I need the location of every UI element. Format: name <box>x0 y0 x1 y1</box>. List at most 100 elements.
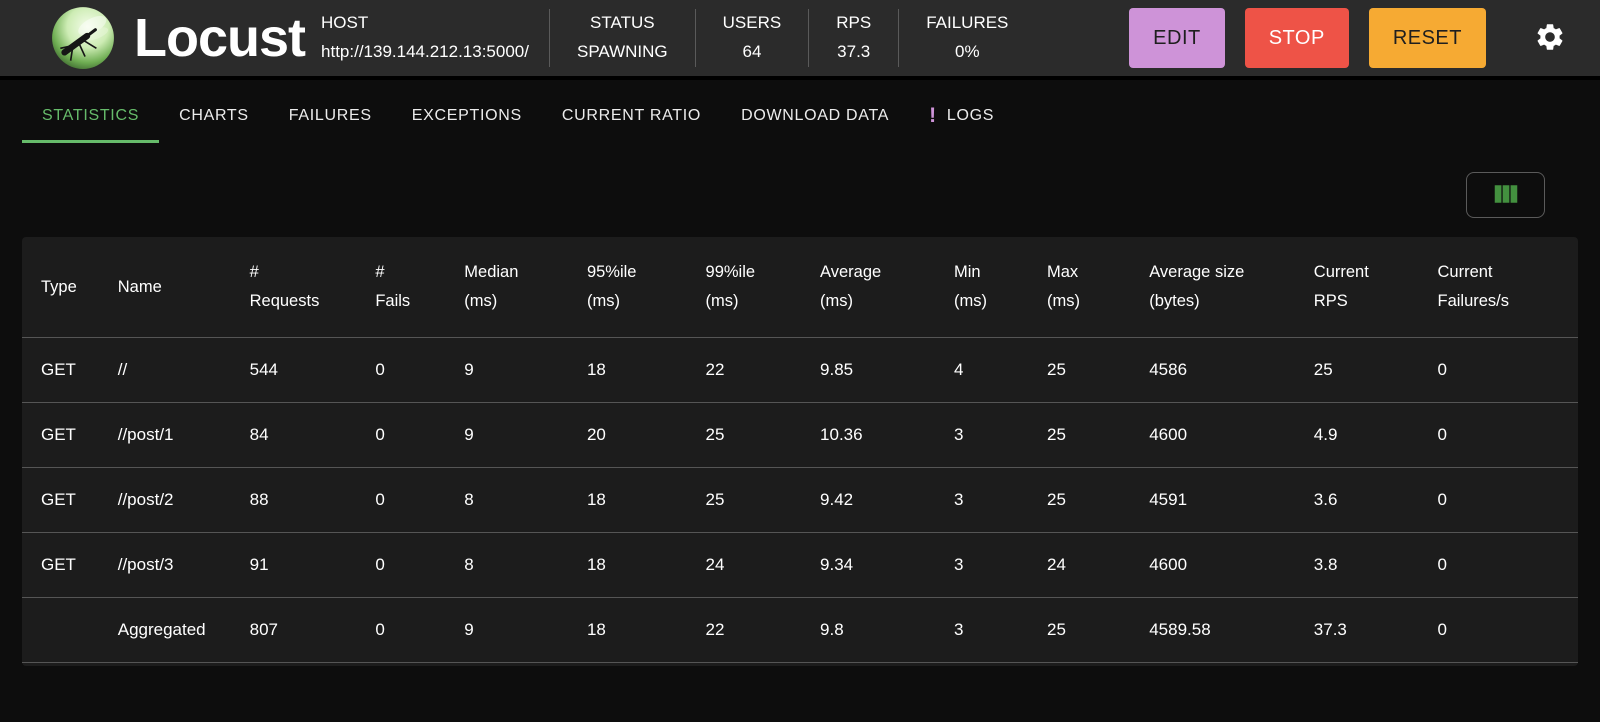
stop-button[interactable]: STOP <box>1244 8 1349 68</box>
table-cell: 0 <box>1421 402 1578 468</box>
tab-label: EXCEPTIONS <box>411 106 522 124</box>
tab-statistics[interactable]: STATISTICS <box>22 90 160 143</box>
aggregated-cell: 37.3 <box>1297 597 1422 663</box>
column-header-95-ile[interactable]: 95%ile (ms) <box>586 263 637 310</box>
aggregated-cell: 3 <box>937 597 1031 663</box>
table-cell: 0 <box>1421 467 1578 533</box>
table-cell: 544 <box>233 337 360 403</box>
tab-bar: STATISTICS CHARTS FAILURES EXCEPTIONS CURREN… <box>0 90 1600 143</box>
table-toolbar <box>0 172 1600 218</box>
reset-button[interactable]: RESET <box>1368 8 1486 68</box>
table-cell: 3.8 <box>1297 532 1422 598</box>
table-cell: 84 <box>233 402 360 468</box>
tab-charts[interactable]: CHARTS <box>159 90 269 143</box>
aggregated-cell: Aggregated <box>101 597 234 663</box>
stat-label: STATUS <box>590 12 655 32</box>
table-cell: 25 <box>689 467 805 533</box>
table-cell: 0 <box>359 402 449 468</box>
table-cell: 0 <box>359 532 449 598</box>
column-header-average[interactable]: Average (ms) <box>820 263 882 310</box>
column-header-99-ile[interactable]: 99%ile (ms) <box>705 263 756 310</box>
stat-label: RPS <box>836 12 872 32</box>
column-header-min[interactable]: Min (ms) <box>953 263 987 310</box>
table-cell: 9 <box>448 337 571 403</box>
table-cell: 25 <box>689 402 805 468</box>
aggregated-cell <box>22 597 102 663</box>
column-header-median[interactable]: Median (ms) <box>464 263 519 310</box>
table-row: GET//post/3 91 0 8 18 24 9.34 3 24 4600 3.8 0 <box>22 532 1578 598</box>
aggregated-cell: 4589.58 <box>1133 597 1298 663</box>
table-cell: GET <box>22 467 102 533</box>
table-cell: //post/2 <box>101 467 234 533</box>
tab-current-ratio[interactable]: CURRENT RATIO <box>542 90 721 143</box>
table-cell: 4 <box>937 337 1031 403</box>
tab-label: LOGS <box>946 106 995 124</box>
table-cell: GET <box>22 532 102 598</box>
table-cell: 9.34 <box>804 532 938 598</box>
stat-users: USERS 64 <box>696 13 809 63</box>
aggregated-cell: 9.8 <box>804 597 938 663</box>
column-header-current[interactable]: Current RPS <box>1313 263 1369 310</box>
stat-value: 0% <box>955 42 980 62</box>
table-cell: 18 <box>570 337 690 403</box>
aggregated-row: Aggregated 807 0 9 18 22 9.8 3 25 4589.58 37.3 0 <box>22 597 1578 663</box>
tab-exceptions[interactable]: EXCEPTIONS <box>392 90 542 143</box>
table-cell: 8 <box>448 532 571 598</box>
table-cell: 0 <box>359 337 449 403</box>
locust-logo-icon <box>50 5 116 71</box>
stat-value: SPAWNING <box>576 42 668 62</box>
table-header-row: Type Name # Requests # Fails Median (ms) 95%ile(… <box>22 237 1578 338</box>
column-header--[interactable]: # Requests <box>249 263 320 310</box>
header-divider <box>898 9 900 67</box>
aggregated-cell: 25 <box>1030 597 1134 663</box>
table-cell: 9.85 <box>804 337 938 403</box>
table-cell: 18 <box>570 467 690 533</box>
table-cell: 0 <box>1421 532 1578 598</box>
column-header-type[interactable]: Type <box>41 277 77 296</box>
table-row: GET//post/1 84 0 9 20 25 10.36 3 25 4600 4.9 0 <box>22 402 1578 468</box>
table-cell: 24 <box>689 532 805 598</box>
table-cell: //post/3 <box>101 532 234 598</box>
table-cell: 4591 <box>1133 467 1298 533</box>
column-header--[interactable]: # Fails <box>375 263 411 310</box>
tab-logs[interactable]: ! LOGS <box>909 90 1014 143</box>
edit-button[interactable]: EDIT <box>1129 8 1225 68</box>
table-cell: // <box>101 337 234 403</box>
aggregated-cell: 18 <box>570 597 690 663</box>
statistics-table-card: Type Name # Requests # Fails Median (ms) 95%ile(… <box>22 237 1578 666</box>
table-cell: 20 <box>570 402 690 468</box>
tab-label: FAILURES <box>288 106 372 124</box>
column-selector-button[interactable] <box>1466 172 1545 218</box>
column-header-average-size[interactable]: Average size (bytes) <box>1149 263 1245 310</box>
app-title: Locust <box>134 8 306 68</box>
column-header-name[interactable]: Name <box>117 277 162 296</box>
settings-button[interactable] <box>1534 21 1566 56</box>
header-buttons: EDIT STOP RESET <box>1129 8 1486 68</box>
table-cell: GET <box>22 402 102 468</box>
column-header-max[interactable]: Max (ms) <box>1046 263 1080 310</box>
aggregated-cell: 22 <box>689 597 805 663</box>
header-divider <box>694 9 696 67</box>
statistics-table: Type Name # Requests # Fails Median (ms) 95%ile(… <box>22 237 1578 663</box>
table-cell: 0 <box>1421 337 1578 403</box>
tab-download-data[interactable]: DOWNLOAD DATA <box>721 90 909 143</box>
header-divider <box>808 9 810 67</box>
tab-failures[interactable]: FAILURES <box>269 90 392 143</box>
view-columns-icon <box>1491 179 1521 212</box>
table-cell: 9.42 <box>804 467 938 533</box>
table-cell: GET <box>22 337 102 403</box>
table-cell: 25 <box>1030 402 1134 468</box>
host-info: HOST http://139.144.212.13:5000/ <box>321 13 529 63</box>
aggregated-cell: 9 <box>448 597 571 663</box>
tab-label: DOWNLOAD DATA <box>741 106 890 124</box>
table-cell: 4600 <box>1133 532 1298 598</box>
tab-label: STATISTICS <box>42 106 140 124</box>
column-header-current[interactable]: Current Failures/s <box>1437 263 1510 310</box>
table-cell: 9 <box>448 402 571 468</box>
aggregated-cell: 0 <box>1421 597 1578 663</box>
table-cell: 18 <box>570 532 690 598</box>
stat-label: FAILURES <box>926 12 1009 32</box>
stat-status: STATUS SPAWNING <box>550 12 695 63</box>
table-cell: 3 <box>937 402 1031 468</box>
host-url: http://139.144.212.13:5000/ <box>321 42 529 62</box>
